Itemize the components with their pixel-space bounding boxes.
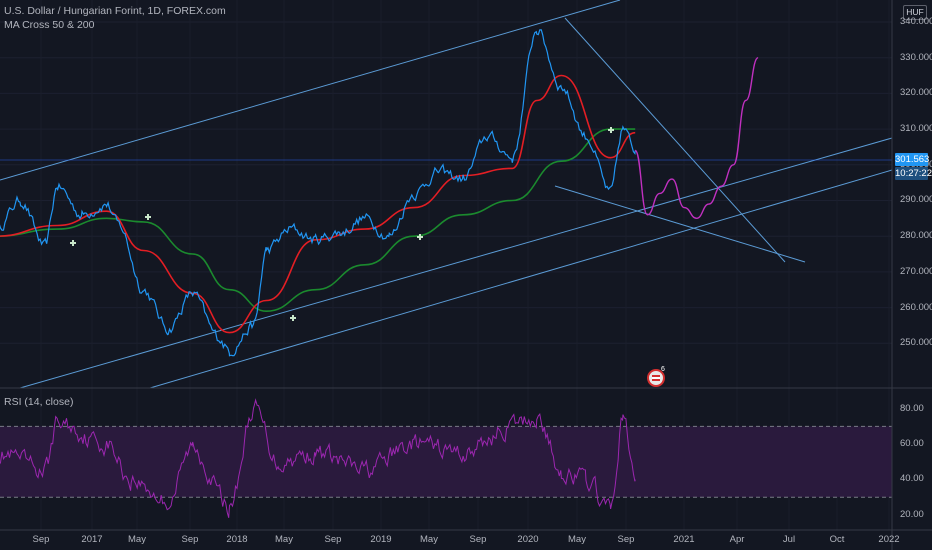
ma-cross-marker <box>70 240 76 246</box>
rsi-band <box>0 426 892 498</box>
time-tick-label: Jul <box>782 534 796 545</box>
time-tick-label: Sep <box>324 534 342 545</box>
price-tick-label: 290.000 <box>900 194 932 206</box>
trendline <box>19 137 893 389</box>
trendline <box>564 17 786 263</box>
price-tick-label: 340.000 <box>900 16 932 27</box>
last-price-tag: 301.563 <box>895 153 930 166</box>
ma-cross-marker <box>417 234 423 240</box>
rsi-tick-label: 40.00 <box>900 473 924 485</box>
rsi-tick-label: 60.00 <box>900 438 924 450</box>
ma50-line <box>0 74 636 334</box>
time-tick-label: May <box>275 534 293 545</box>
price-tick-label: 320.000 <box>900 87 932 99</box>
trendline <box>554 185 806 263</box>
symbol-title[interactable]: U.S. Dollar / Hungarian Forint, 1D, FORE… <box>4 5 226 17</box>
time-tick-label: Apr <box>729 534 745 545</box>
price-tick-label: 310.000 <box>900 123 932 135</box>
time-tick-label: May <box>128 534 146 545</box>
ma-cross-markers <box>70 127 614 321</box>
countdown-tag: 10:27:22 <box>895 167 932 180</box>
trendline <box>149 169 893 389</box>
ma-cross-marker <box>608 127 614 133</box>
rsi-pane <box>0 398 892 518</box>
price-tick-label: 280.000 <box>900 230 932 242</box>
time-tick-label: May <box>420 534 438 545</box>
event-count: 6 <box>661 366 665 373</box>
price-line <box>0 29 636 357</box>
price-series <box>0 29 759 357</box>
time-tick-label: Sep <box>469 534 487 545</box>
trendline <box>0 0 621 181</box>
time-tick-label: 2019 <box>370 534 392 545</box>
ma-cross-marker <box>145 214 151 220</box>
time-tick-label: 2017 <box>81 534 103 545</box>
economic-event-icon[interactable]: 6 <box>647 366 665 387</box>
price-tick-label: 260.000 <box>900 301 932 313</box>
rsi-line <box>0 398 636 518</box>
time-tick-label: 2020 <box>517 534 539 545</box>
time-tick-label: 2021 <box>673 534 695 545</box>
currency-badge[interactable]: HUF <box>903 5 927 20</box>
time-tick-label: 2022 <box>878 534 900 545</box>
time-tick-label: May <box>568 534 586 545</box>
drawing-trendlines[interactable] <box>0 0 893 389</box>
rsi-indicator-label[interactable]: RSI (14, close) <box>4 396 74 408</box>
price-tick-label: 250.000 <box>900 337 932 349</box>
time-tick-label: Oct <box>829 534 845 545</box>
time-tick-label: Sep <box>32 534 50 545</box>
time-tick-label: Sep <box>617 534 635 545</box>
rsi-tick-label: 20.00 <box>900 508 924 520</box>
us-flag-icon <box>652 375 660 381</box>
price-tick-label: 270.000 <box>900 265 932 277</box>
rsi-tick-label: 80.00 <box>900 402 924 414</box>
ma200-line <box>0 128 636 313</box>
time-tick-label: Sep <box>181 534 199 545</box>
price-tick-label: 330.000 <box>900 51 932 63</box>
projection-curve <box>634 57 759 220</box>
ma-cross-marker <box>290 315 296 321</box>
ma-cross-indicator-label[interactable]: MA Cross 50 & 200 <box>4 19 95 31</box>
time-tick-label: 2018 <box>226 534 248 545</box>
